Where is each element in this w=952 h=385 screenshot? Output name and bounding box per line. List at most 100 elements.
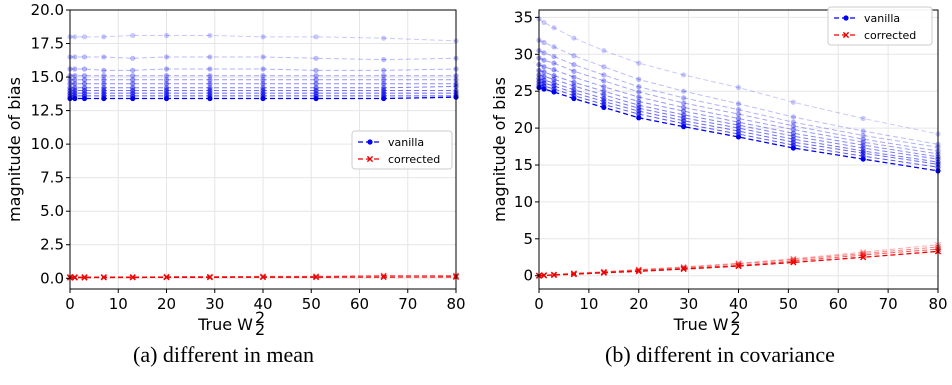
x-tick-label: 40	[729, 295, 748, 313]
vanilla-faint-point	[571, 68, 577, 74]
corrected-point	[129, 274, 136, 281]
vanilla-faint-point	[101, 77, 107, 83]
vanilla-faint-point	[735, 111, 742, 117]
y-tick-label: 10	[514, 193, 533, 211]
vanilla-faint-point	[260, 81, 266, 87]
y-tick-label: 20.0	[31, 1, 64, 19]
vanilla-faint-point	[636, 98, 642, 105]
x-tick-label: 50	[779, 295, 798, 313]
vanilla-faint-point	[72, 34, 78, 40]
vanilla-point	[207, 95, 213, 102]
vanilla-faint-point	[681, 95, 687, 101]
x-tick-label: 0	[65, 295, 75, 313]
vanilla-faint-point	[636, 102, 642, 108]
vanilla-point	[735, 134, 742, 140]
vanilla-faint-point	[790, 123, 796, 129]
x-tick-label: 20	[157, 295, 176, 313]
vanilla-faint-point	[551, 44, 557, 50]
vanilla-faint-line	[70, 34, 457, 42]
vanilla-faint-point	[313, 55, 319, 61]
vanilla-faint-point	[260, 73, 266, 79]
vanilla-faint-point	[601, 88, 607, 94]
legend-label: vanilla	[388, 136, 424, 149]
vanilla-faint-point	[551, 76, 557, 82]
corrected-point	[635, 268, 642, 275]
vanilla-faint-point	[571, 87, 577, 93]
vanilla-point	[571, 95, 577, 102]
vanilla-faint-point	[571, 53, 577, 59]
vanilla-faint-point	[130, 32, 136, 39]
vanilla-faint-line	[538, 64, 939, 155]
y-tick-label: 7.5	[40, 169, 64, 187]
vanilla-faint-point	[636, 94, 642, 100]
x-tick-label: 60	[350, 295, 369, 313]
vanilla-faint-point	[260, 34, 266, 40]
x-axis-label: True W	[197, 315, 253, 334]
vanilla-faint-point	[72, 66, 78, 72]
corrected-point	[100, 274, 107, 281]
vanilla-faint-point	[551, 73, 557, 79]
chart-panel-1: 0 10 20 30 40 50 60 70 80 0 5 10 15 20 25 30 35 True W 22 m…	[490, 6, 948, 339]
x-tick-label: 30	[205, 295, 224, 313]
vanilla-faint-point	[72, 77, 78, 83]
vanilla-faint-point	[81, 73, 88, 79]
vanilla-faint-point	[81, 54, 88, 60]
y-tick-label: 0.0	[40, 269, 64, 287]
vanilla-faint-point	[163, 66, 170, 72]
vanilla-faint-point	[81, 81, 88, 87]
vanilla-faint-point	[163, 73, 170, 79]
vanilla-faint-point	[681, 72, 687, 78]
vanilla-faint-line	[538, 50, 939, 148]
vanilla-point	[313, 95, 319, 102]
vanilla-point	[260, 95, 266, 102]
y-tick-label: 5	[523, 230, 533, 248]
vanilla-faint-point	[541, 19, 547, 26]
vanilla-faint-point	[551, 25, 557, 31]
vanilla-faint-point	[551, 53, 557, 60]
vanilla-faint-point	[101, 81, 107, 87]
vanilla-faint-point	[381, 57, 387, 63]
vanilla-faint-point	[571, 79, 577, 85]
vanilla-faint-point	[790, 99, 796, 105]
vanilla-faint-point	[735, 119, 742, 125]
x-tick-label: 10	[579, 295, 598, 313]
x-axis-label: True W	[673, 315, 729, 334]
vanilla-faint-point	[735, 84, 742, 91]
vanilla-faint-point	[381, 35, 387, 41]
vanilla-faint-point	[130, 73, 136, 79]
legend: vanilla corrected	[827, 6, 933, 46]
y-tick-label: 12.5	[31, 102, 64, 120]
vanilla-faint-point	[72, 73, 78, 79]
vanilla-faint-point	[101, 67, 107, 73]
vanilla-faint-point	[163, 77, 170, 83]
vanilla-faint-point	[790, 133, 796, 139]
vanilla-faint-point	[207, 66, 213, 72]
vanilla-faint-point	[681, 100, 687, 106]
x-tick-label: 0	[534, 295, 544, 313]
legend-marker	[366, 155, 374, 163]
y-axis-label: magnitude of bias	[5, 77, 24, 222]
vanilla-faint-point	[551, 80, 557, 86]
vanilla-point	[681, 124, 687, 130]
vanilla-faint-point	[541, 77, 547, 83]
vanilla-faint-point	[207, 85, 213, 91]
vanilla-faint-point	[101, 54, 107, 60]
x-tick-label: 10	[109, 295, 128, 313]
x-axis-label-sub: 2	[255, 320, 265, 339]
vanilla-faint-point	[790, 119, 796, 125]
vanilla-faint-point	[313, 67, 319, 73]
corrected-point	[570, 271, 578, 278]
vanilla-point	[381, 95, 387, 102]
legend-marker	[842, 31, 850, 39]
corrected-point	[735, 263, 742, 270]
vanilla-faint-point	[601, 64, 607, 70]
vanilla-faint-point	[681, 108, 687, 114]
vanilla-faint-point	[541, 39, 547, 46]
vanilla-faint-point	[101, 73, 107, 79]
corrected-point	[380, 273, 387, 281]
y-tick-label: 2.5	[40, 236, 64, 254]
vanilla-faint-point	[260, 85, 266, 91]
corrected-faint-point	[600, 268, 607, 275]
vanilla-faint-point	[72, 54, 78, 60]
